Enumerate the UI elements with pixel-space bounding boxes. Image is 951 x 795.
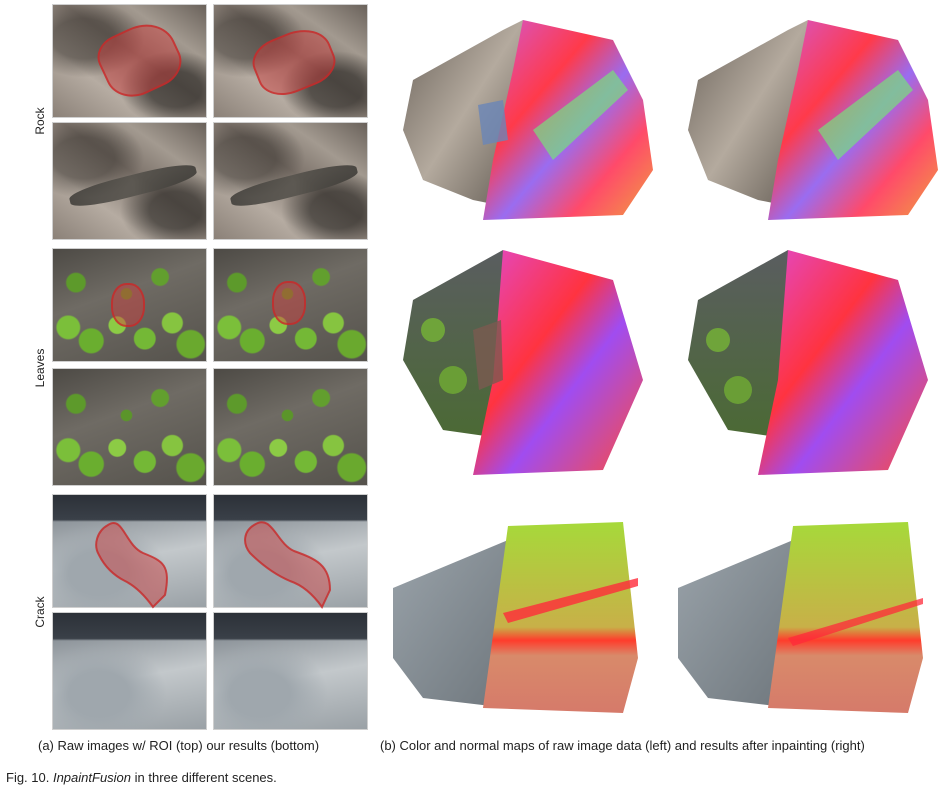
roi-overlay	[90, 13, 190, 107]
crack-map-inpainted	[678, 522, 923, 713]
rock-result-right	[213, 122, 368, 240]
rock-result-left	[52, 122, 207, 240]
leaves-result-right	[213, 368, 368, 486]
rock-map-raw	[403, 20, 653, 220]
caption-b: (b) Color and normal maps of raw image d…	[380, 738, 865, 753]
figure-caption-prefix: Fig. 10.	[6, 770, 53, 785]
figure-caption: Fig. 10. InpaintFusion in three differen…	[6, 770, 277, 785]
rock-map-inpainted	[688, 20, 938, 220]
row-label-leaves: Leaves	[33, 348, 47, 388]
rock-raw-roi-right	[213, 4, 368, 118]
crack-raw-roi-right	[213, 494, 368, 609]
roi-overlay	[111, 283, 145, 327]
crack-map-raw	[393, 522, 638, 713]
crack-result-left	[52, 612, 207, 730]
caption-a: (a) Raw images w/ ROI (top) our results …	[38, 738, 320, 753]
leaves-result-left	[52, 368, 207, 486]
figure-caption-name: InpaintFusion	[52, 770, 132, 785]
rock-raw-roi-left	[52, 4, 207, 118]
leaves-map-raw	[403, 250, 643, 475]
leaves-raw-roi-left	[52, 248, 207, 362]
leaves-raw-roi-right	[213, 248, 368, 362]
row-label-crack: Crack	[33, 596, 47, 628]
roi-overlay	[246, 20, 342, 104]
roi-overlay	[244, 521, 332, 609]
leaves-map-inpainted	[688, 250, 928, 475]
roi-overlay	[272, 281, 306, 325]
row-label-rock: Rock	[33, 107, 47, 135]
figure-caption-suffix: in three different scenes.	[131, 770, 277, 785]
roi-overlay	[95, 522, 168, 609]
crack-result-right	[213, 612, 368, 730]
crack-raw-roi-left	[52, 494, 207, 609]
